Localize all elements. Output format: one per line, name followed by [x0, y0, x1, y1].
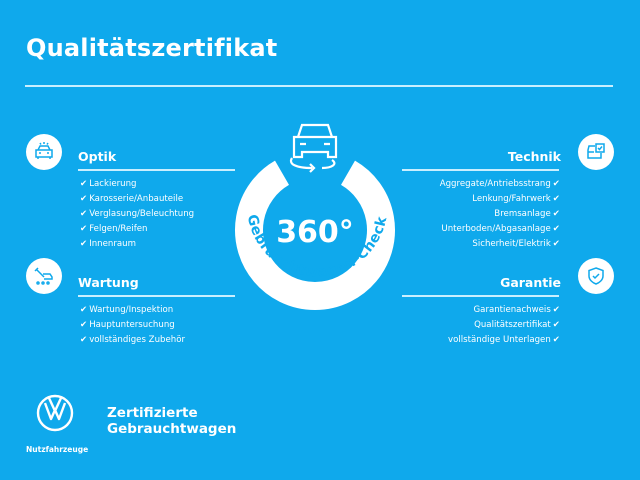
list-item: ✔ Karosserie/Anbauteile [80, 194, 184, 204]
section-title-technik: Technik [507, 149, 561, 164]
check-icon: ✔ [552, 320, 560, 330]
badge-ring [235, 160, 395, 310]
list-item: Lenkung/Fahrwerk ✔ [472, 194, 560, 204]
optik-list: ✔ Lackierung ✔ Karosserie/Anbauteile ✔ Verg… [78, 177, 194, 252]
list-item: Sicherheit/Elektrik ✔ [472, 239, 560, 249]
section-title-garantie: Garantie [500, 275, 561, 290]
check-icon: ✔ [80, 179, 88, 189]
car-checklist-icon [578, 134, 614, 170]
list-item: ✔ Wartung/Inspektion [80, 305, 174, 315]
list-item: Bremsanlage ✔ [494, 209, 560, 219]
check-icon: ✔ [552, 194, 560, 204]
check-icon: ✔ [80, 305, 88, 315]
car-wrench-icon [26, 258, 62, 294]
check-icon: ✔ [552, 179, 560, 189]
section-divider [78, 295, 235, 297]
check-icon: ✔ [552, 305, 560, 315]
section-divider [402, 169, 559, 171]
list-item: ✔ vollständiges Zubehör [80, 335, 185, 345]
list-item: ✔ Hauptuntersuchung [80, 320, 175, 330]
page-title: Qualitätszertifikat [26, 34, 278, 62]
list-item: ✔ Verglasung/Beleuchtung [80, 209, 195, 219]
check-icon: ✔ [552, 239, 560, 249]
check-icon: ✔ [552, 335, 560, 345]
check-icon: ✔ [80, 209, 88, 219]
garantie-list: Garantienachweis ✔ Qualitätszertifikat ✔ v… [448, 303, 562, 348]
list-item: ✔ Felgen/Reifen [80, 224, 148, 234]
list-item: ✔ Innenraum [80, 239, 136, 249]
badge-value: 360° [276, 215, 354, 250]
title-divider [25, 85, 613, 87]
car-lights-icon [26, 134, 62, 170]
section-divider [78, 169, 235, 171]
vw-logo [36, 394, 74, 432]
list-item: vollständige Unterlagen ✔ [448, 335, 560, 345]
check-icon: ✔ [80, 224, 88, 234]
list-item: Garantienachweis ✔ [473, 305, 560, 315]
list-item: Aggregate/Antriebsstrang ✔ [439, 179, 560, 189]
list-item: ✔ Lackierung [80, 179, 137, 189]
check-icon: ✔ [80, 194, 88, 204]
list-item: Qualitätszertifikat ✔ [474, 320, 560, 330]
shield-check-icon [578, 258, 614, 294]
section-title-wartung: Wartung [78, 275, 139, 290]
section-divider [402, 295, 559, 297]
check-icon: ✔ [552, 224, 560, 234]
section-title-optik: Optik [78, 149, 117, 164]
list-item: Unterboden/Abgasanlage ✔ [441, 224, 560, 234]
check-icon: ✔ [552, 209, 560, 219]
check-icon: ✔ [80, 239, 88, 249]
car-rotate-icon [289, 123, 338, 173]
brand-label: Nutzfahrzeuge [26, 445, 89, 454]
wartung-list: ✔ Wartung/Inspektion ✔ Hauptuntersuchung ✔… [78, 303, 185, 348]
check-icon: ✔ [80, 335, 88, 345]
check-icon: ✔ [80, 320, 88, 330]
footer-tagline: Zertifizierte Gebrauchtwagen [107, 405, 237, 437]
technik-list: Aggregate/Antriebsstrang ✔ Lenkung/Fahrwe… [440, 177, 562, 252]
